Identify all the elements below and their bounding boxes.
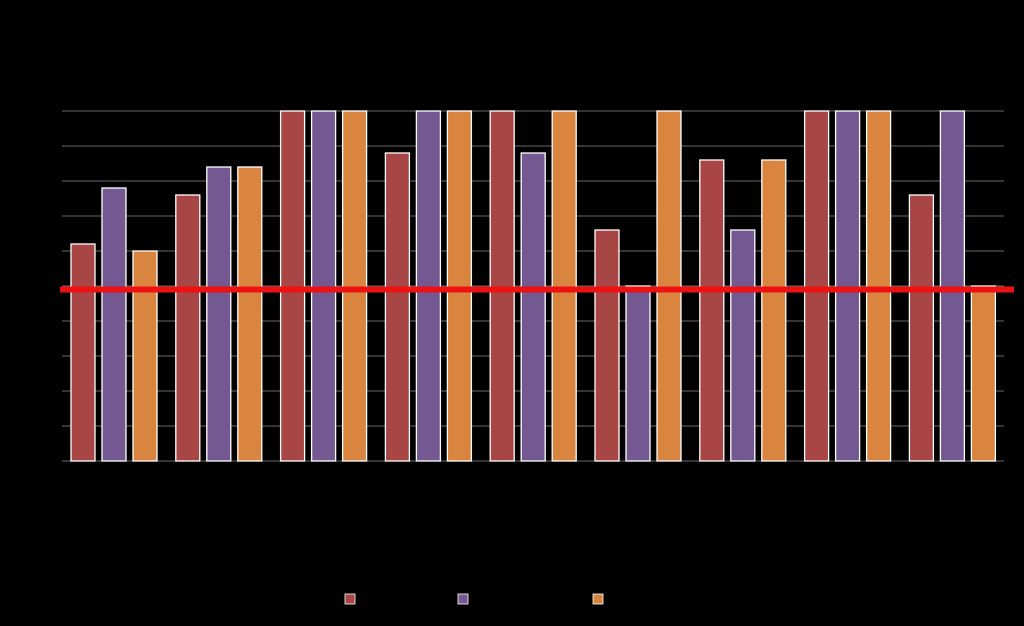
legend xyxy=(344,593,604,605)
bar xyxy=(70,243,96,462)
bar xyxy=(865,110,892,462)
bar xyxy=(341,110,368,462)
bar xyxy=(310,110,337,462)
bar xyxy=(834,110,861,462)
bar xyxy=(206,166,232,462)
bar xyxy=(594,229,620,462)
legend-swatch xyxy=(592,593,604,605)
bar xyxy=(699,159,725,462)
bar xyxy=(279,110,306,462)
bar xyxy=(761,159,787,462)
legend-swatch xyxy=(344,593,356,605)
bar xyxy=(101,187,127,462)
legend-swatch xyxy=(457,593,469,605)
bars xyxy=(70,110,997,462)
bar xyxy=(237,166,263,462)
bar xyxy=(489,110,515,462)
bar xyxy=(446,110,473,462)
bar xyxy=(520,152,546,462)
bar xyxy=(803,110,830,462)
bar xyxy=(730,229,756,462)
bar xyxy=(551,110,577,462)
bar xyxy=(656,110,682,462)
bar xyxy=(939,110,966,462)
bar xyxy=(384,152,411,462)
bar xyxy=(970,285,997,462)
bar xyxy=(132,250,158,462)
bar xyxy=(415,110,442,462)
bar xyxy=(175,194,201,462)
bar xyxy=(625,285,651,462)
bar xyxy=(908,194,935,462)
